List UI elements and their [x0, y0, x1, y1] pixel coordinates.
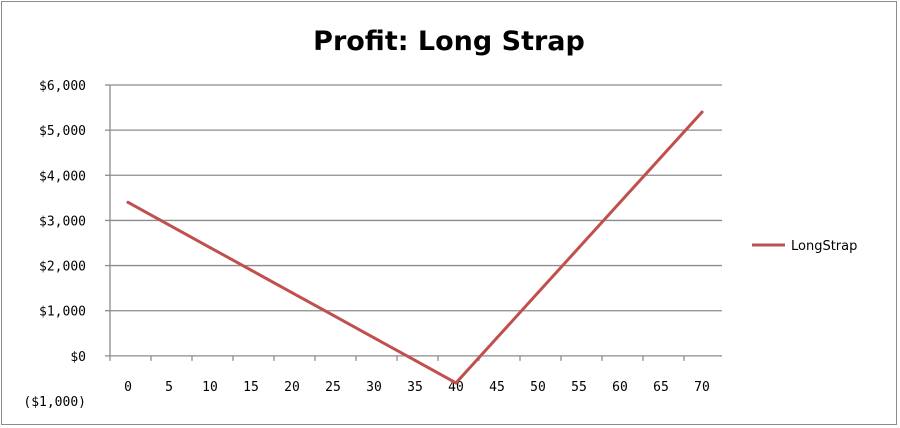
- y-tick-label: $4,000: [39, 169, 86, 184]
- data-point: [413, 358, 417, 362]
- y-tick-label: $6,000: [39, 79, 86, 94]
- y-tick-label: $0: [70, 350, 86, 365]
- data-point: [331, 313, 335, 317]
- x-tick-label: 35: [407, 380, 423, 395]
- y-tick-label: ($1,000): [23, 395, 86, 410]
- x-tick-label: 55: [571, 380, 587, 395]
- legend: LongStrap: [752, 239, 857, 254]
- data-point: [618, 200, 622, 204]
- y-tick-label: $1,000: [39, 305, 86, 320]
- x-tick-label: 10: [202, 380, 218, 395]
- data-point: [167, 223, 171, 227]
- series-layer: [126, 110, 704, 385]
- data-point: [659, 155, 663, 159]
- axes: $6,000 $5,000 $4,000 $3,000 $2,000 $1,000 $0 ($…: [23, 79, 722, 410]
- legend-label-longstrap: LongStrap: [791, 239, 857, 254]
- y-tick-label: $5,000: [39, 124, 86, 139]
- x-tick-label: 0: [124, 380, 132, 395]
- data-point: [126, 200, 130, 204]
- y-tick-label: $3,000: [39, 214, 86, 229]
- data-point: [577, 246, 581, 250]
- data-point: [372, 336, 376, 340]
- x-tick-label: 15: [243, 380, 259, 395]
- x-tick-label: 25: [325, 380, 341, 395]
- x-tick-label: 20: [284, 380, 300, 395]
- data-point: [700, 110, 704, 114]
- x-tick-label: 70: [694, 380, 710, 395]
- data-point: [454, 381, 458, 385]
- series-line-longstrap: [126, 110, 704, 385]
- y-tick-label: $2,000: [39, 260, 86, 275]
- data-point: [290, 291, 294, 295]
- data-point: [208, 246, 212, 250]
- x-tick-label: 40: [448, 380, 464, 395]
- data-point: [249, 268, 253, 272]
- gridlines: [110, 84, 722, 312]
- x-tick-label: 30: [366, 380, 382, 395]
- x-tick-label: 5: [165, 380, 173, 395]
- data-point: [536, 291, 540, 295]
- data-point: [495, 336, 499, 340]
- x-tick-label: 50: [530, 380, 546, 395]
- x-tick-label: 60: [612, 380, 628, 395]
- x-tick-label: 45: [489, 380, 505, 395]
- x-tick-label: 65: [653, 380, 669, 395]
- chart-title: Profit: Long Strap: [313, 26, 585, 57]
